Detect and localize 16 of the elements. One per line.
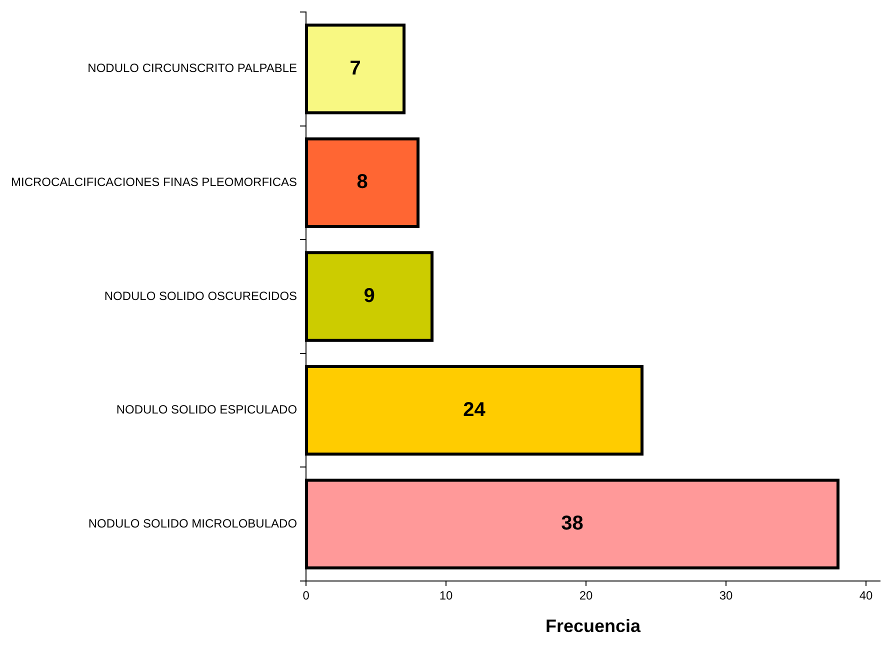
data-label: 7: [350, 57, 361, 80]
y-tick-label: NODULO CIRCUNSCRITO PALPABLE: [88, 61, 298, 76]
data-label: 24: [463, 398, 486, 421]
y-tick-label: NODULO SOLIDO OSCURECIDOS: [104, 288, 298, 303]
x-tick-label: 10: [439, 588, 454, 603]
y-tick-label: NODULO SOLIDO MICROLOBULADO: [88, 516, 298, 530]
x-axis-title: Frecuencia: [545, 616, 642, 636]
y-tick-label: MICROCALCIFICACIONES FINAS PLEOMORFICAS: [10, 175, 298, 190]
y-tick-label: NODULO SOLIDO ESPICULADO: [116, 402, 298, 417]
data-label: 8: [356, 171, 368, 194]
x-tick-label: 20: [579, 588, 594, 603]
data-label: 9: [364, 285, 375, 308]
x-tick-label: 30: [719, 588, 734, 603]
x-tick-label: 40: [859, 588, 873, 603]
data-label: 38: [561, 512, 584, 535]
x-tick-label: 0: [302, 588, 310, 603]
